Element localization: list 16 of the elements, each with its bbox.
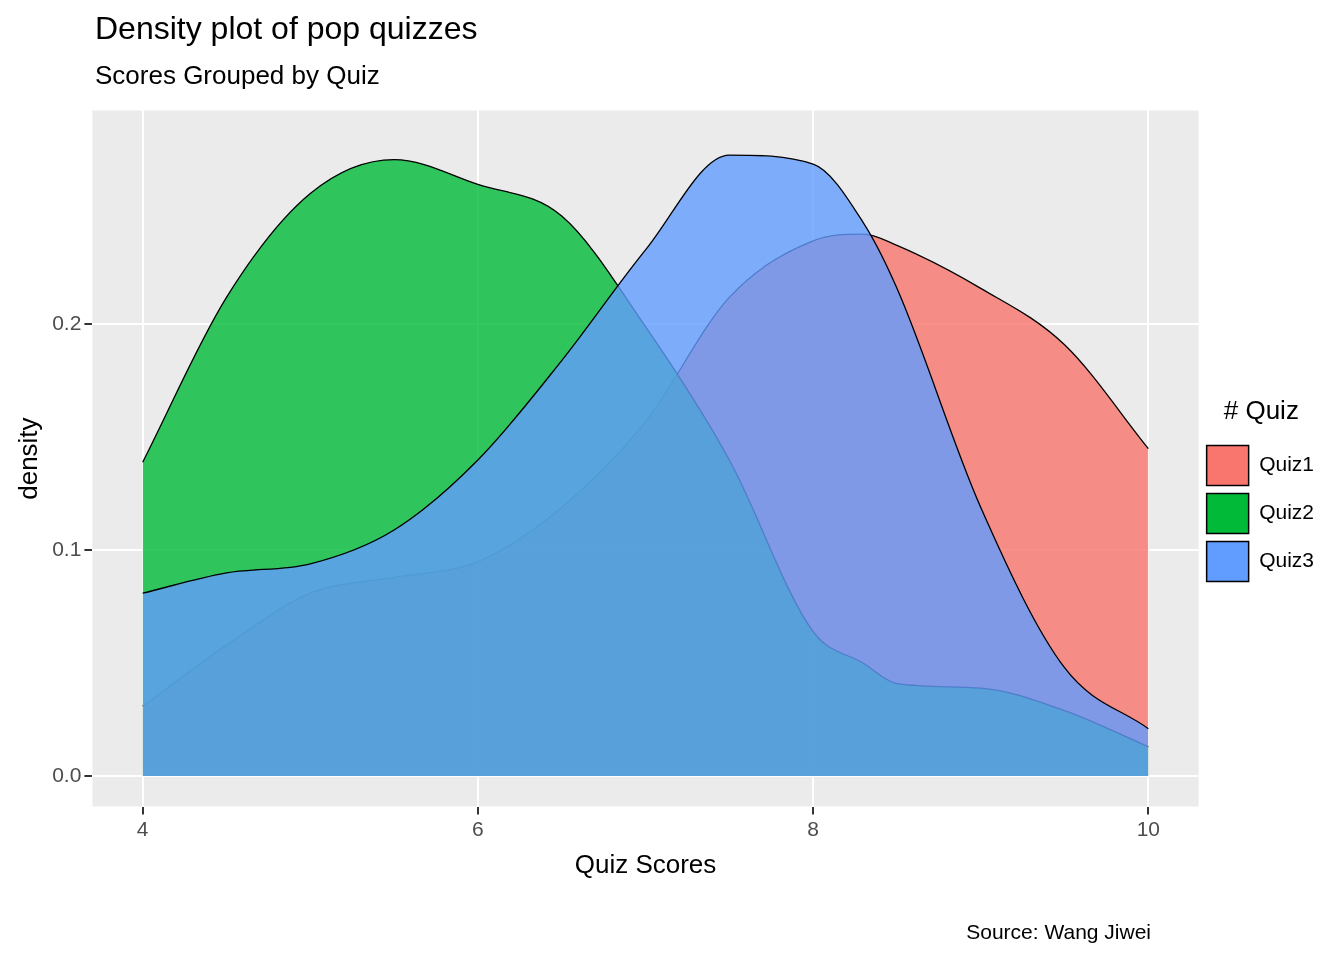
x-tick-label: 4 [136,817,149,840]
y-tick-label: 0.2 [52,311,82,335]
y-tick-label: 0.0 [52,762,82,786]
y-axis-title: density [12,417,43,500]
x-tick-label: 6 [472,817,484,840]
legend-label: Quiz2 [1259,500,1314,524]
chart-subtitle: Scores Grouped by Quiz [95,60,380,91]
x-tick-label: 8 [807,817,819,840]
chart-title: Density plot of pop quizzes [95,10,478,47]
legend-title: # Quiz [1223,394,1299,425]
legend-label: Quiz1 [1259,452,1314,476]
x-tick-label: 10 [1136,817,1161,840]
x-axis-title: Quiz Scores [574,848,717,879]
source-note: Source: Wang Jiwei [966,920,1151,944]
y-tick-label: 0.1 [52,537,82,561]
legend-label: Quiz3 [1259,548,1314,572]
